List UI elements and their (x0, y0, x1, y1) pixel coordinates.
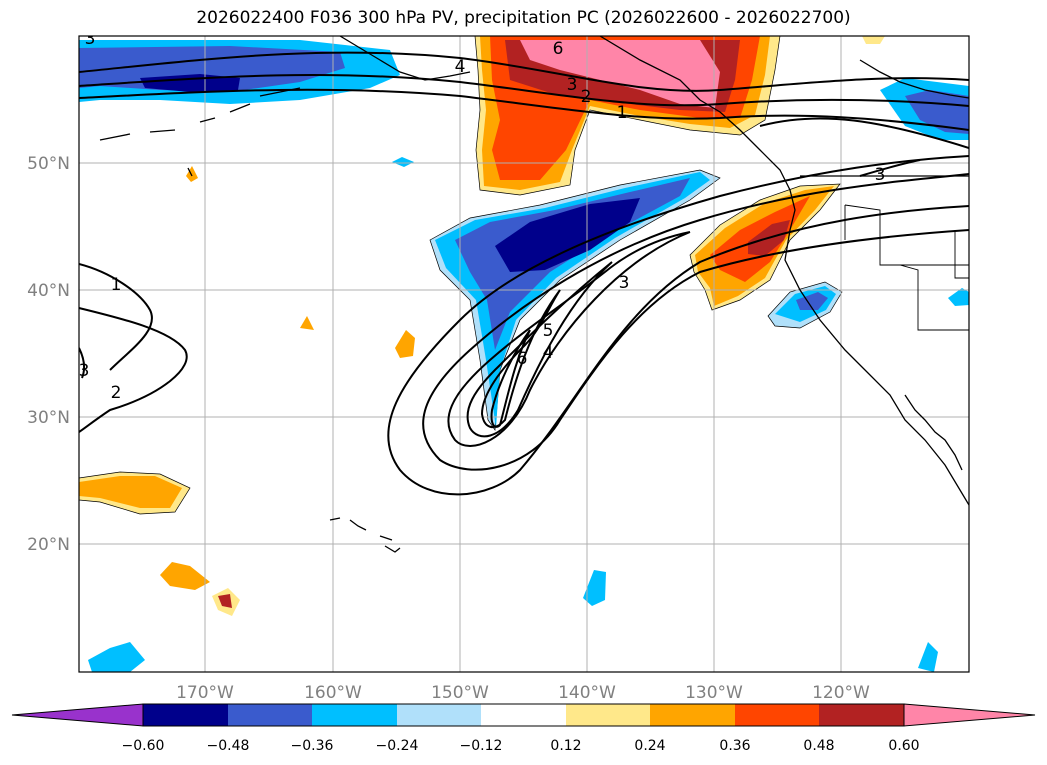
map-title: 2026022400 F036 300 hPa PV, precipitatio… (196, 8, 851, 28)
pv-contour-north-1 (79, 51, 969, 92)
colorbar-tick-label: −0.36 (291, 738, 334, 754)
precip-neg-small-gulf (392, 157, 414, 167)
pv-label: 3 (875, 165, 886, 185)
pv-label: 3 (85, 29, 96, 49)
lon-label-150w: 150°W (431, 683, 489, 703)
colorbar-tick-label: −0.24 (376, 738, 419, 754)
pv-contour-west-1 (79, 263, 153, 371)
colorbar-tick-label: 0.36 (719, 738, 750, 754)
pv-contour-north-3 (79, 88, 969, 131)
lat-label-50: 50°N (27, 154, 70, 174)
map-frame (78, 35, 970, 673)
colorbar-tick-label: 0.12 (550, 738, 581, 754)
pv-label: 6 (517, 349, 528, 369)
baja-coast (904, 394, 963, 471)
pv-contours (79, 51, 969, 496)
longitude-labels: 170°W 160°W 150°W 140°W 130°W 120°W (176, 683, 870, 703)
colorbar-bin (819, 704, 904, 726)
colorbar-bin (228, 704, 312, 726)
lon-label-120w: 120°W (812, 683, 870, 703)
colorbar-extend-low (11, 703, 144, 727)
pv-label: 4 (455, 57, 466, 77)
colorbar-bin (143, 704, 228, 726)
precip-pos-cell-a (395, 330, 415, 358)
colorbar-frame (142, 703, 905, 727)
precip-pos-cell-c (186, 166, 198, 182)
lon-label-140w: 140°W (558, 683, 616, 703)
colorbar-tick-label: 0.60 (888, 738, 919, 754)
colorbar-bin (650, 704, 735, 726)
precip-fill-layer (79, 36, 969, 672)
pv-label: 6 (553, 39, 564, 59)
precip-pos-cell-b (300, 316, 314, 330)
precip-neg-east-small (948, 288, 969, 306)
aleutian-tip (187, 167, 193, 177)
precip-pos-west (79, 476, 182, 508)
colorbar-bin (397, 704, 481, 726)
pv-contour-west-2 (79, 307, 188, 433)
precip-neg-cell-se (918, 642, 938, 672)
colorbar-tick-label: −0.48 (207, 738, 250, 754)
bc-coast (599, 36, 969, 506)
pv-label: 4 (543, 343, 554, 363)
pv-contour-trough-3 (447, 231, 691, 447)
pv-label: 1 (617, 103, 628, 123)
pv-label: 3 (79, 361, 90, 381)
precip-neg-cell-sw (88, 642, 145, 672)
hawaii-islands (329, 517, 401, 553)
colorbar-bin (481, 704, 566, 726)
pv-label: 2 (111, 383, 122, 403)
colorbar-tick-label: 0.24 (634, 738, 665, 754)
colorbar-extend-high (903, 703, 1036, 727)
colorbar-bin (312, 704, 397, 726)
se-alaska-coast (859, 59, 969, 99)
pv-contour-trough-outer (387, 155, 969, 496)
lat-label-40: 40°N (27, 281, 70, 301)
lon-label-160w: 160°W (304, 683, 362, 703)
colorbar-bin (735, 704, 819, 726)
colorbar-tick-label: 0.48 (803, 738, 834, 754)
precip-neg-central-dark (495, 198, 640, 272)
colorbar-tick-label: −0.60 (122, 738, 165, 754)
precip-pos-hawaii-w (160, 562, 210, 590)
pv-contour-north-4 (759, 117, 969, 149)
lon-label-130w: 130°W (685, 683, 743, 703)
precip-neg-cell-s (583, 570, 606, 606)
pv-contour-trough-6 (490, 329, 531, 428)
precip-neg-california-core (796, 292, 828, 310)
lon-label-170w: 170°W (176, 683, 234, 703)
lat-label-30: 30°N (27, 408, 70, 428)
pv-label: 5 (543, 321, 554, 341)
precip-pos-alaska-pink (520, 40, 720, 108)
pv-contour-trough-5 (480, 289, 561, 429)
pv-contour-west-3 (79, 347, 86, 379)
precip-pos-hawaii-w3 (218, 594, 232, 608)
precip-neg-ne-core (905, 90, 969, 134)
pv-label: 2 (581, 87, 592, 107)
pv-contour-labels: 1 2 3 4 5 6 3 4 6 3 2 1 3 3 (79, 29, 886, 403)
pv-label: 3 (567, 75, 578, 95)
lat-label-20: 20°N (27, 535, 70, 555)
latitude-labels: 20°N 30°N 40°N 50°N (27, 154, 70, 555)
precip-pos-ne-small (862, 36, 885, 44)
pv-contour-north-2 (79, 74, 969, 107)
precip-neg-central-med (455, 178, 690, 350)
pv-contour-ne-3 (859, 159, 921, 177)
pv-label: 3 (619, 273, 630, 293)
alaska-coast (99, 36, 471, 141)
pv-contour-trough-2 (422, 173, 969, 471)
colorbar-tick-label: −0.12 (460, 738, 503, 754)
graticule (79, 36, 969, 672)
pv-label: 1 (111, 275, 122, 295)
colorbar: −0.60 −0.48 −0.36 −0.24 −0.12 0.12 0.24 … (11, 703, 1036, 754)
colorbar-bin (566, 704, 650, 726)
